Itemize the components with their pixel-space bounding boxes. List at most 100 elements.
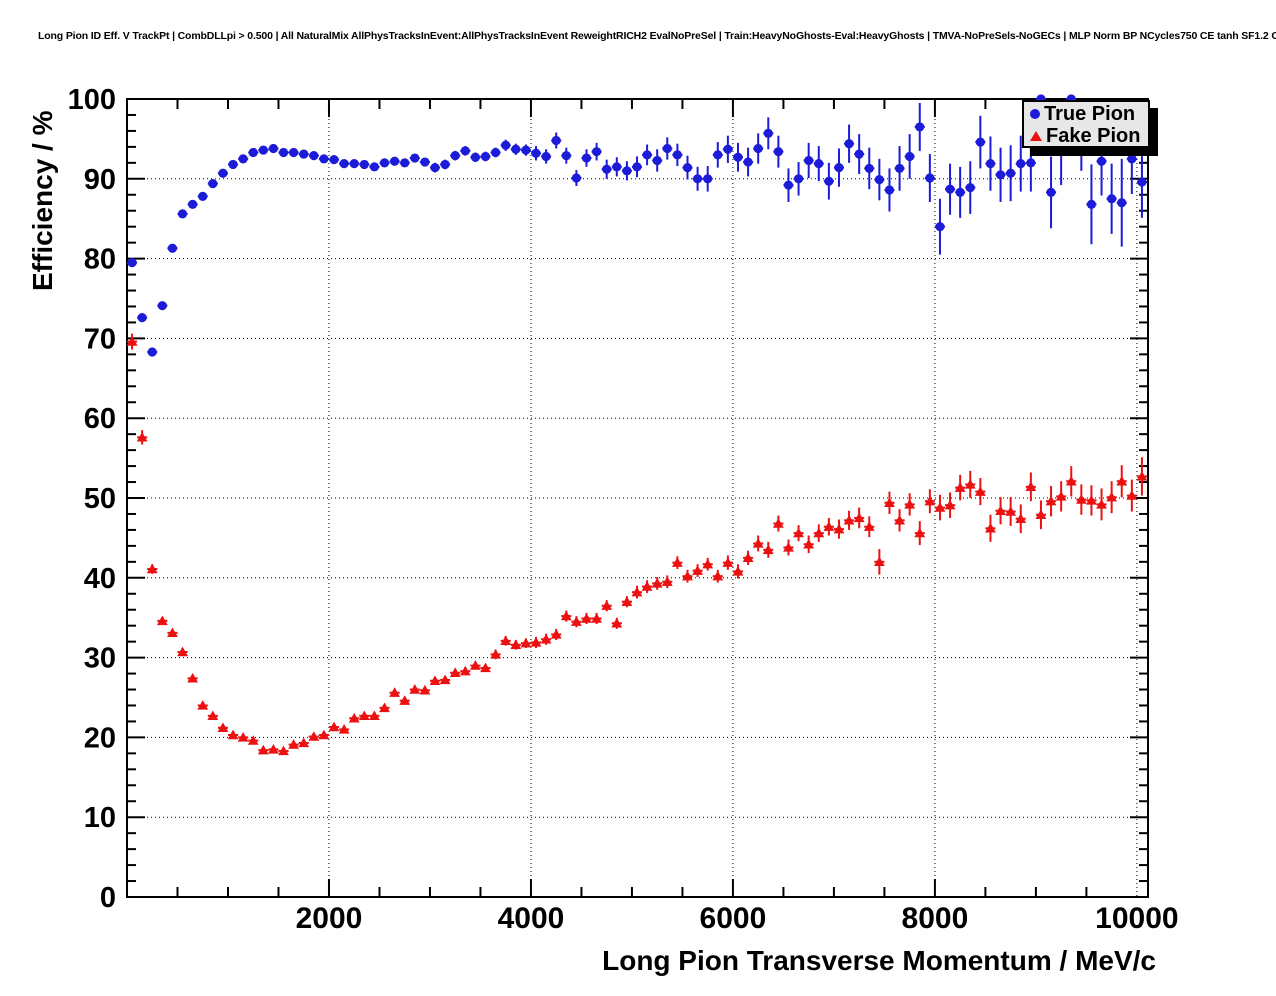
- series-fake-pion-marker: [247, 735, 259, 745]
- series-fake-pion-marker: [227, 729, 239, 740]
- x-axis-title: Long Pion Transverse Momentum / MeV/c: [602, 945, 1156, 976]
- series-fake-pion-marker: [1096, 498, 1107, 509]
- series-fake-pion-marker: [470, 660, 481, 670]
- series-true-pion-marker: [198, 191, 208, 201]
- series-fake-pion-marker: [399, 695, 411, 705]
- series-true-pion-marker: [551, 135, 561, 146]
- series-true-pion-marker: [268, 143, 279, 154]
- series-true-pion-marker: [965, 182, 975, 193]
- series-true-pion-marker: [470, 152, 481, 162]
- y-tick-label: 40: [84, 563, 116, 595]
- series-fake-pion-marker: [268, 743, 279, 754]
- series-fake-pion-marker: [1045, 495, 1057, 506]
- series-true-pion-marker: [188, 199, 198, 209]
- series-true-pion-marker: [602, 164, 612, 174]
- series-true-pion-marker: [672, 150, 682, 160]
- series-fake-pion-marker: [661, 576, 673, 586]
- series-true-pion-marker: [319, 154, 329, 164]
- series-fake-pion-marker: [722, 557, 734, 567]
- series-true-pion-marker: [1107, 194, 1117, 204]
- series-fake-pion-marker: [1136, 471, 1148, 481]
- series-fake-pion-marker: [1116, 475, 1128, 486]
- series-true-pion-marker: [400, 158, 410, 168]
- true-pion-marker-icon: [1030, 109, 1040, 119]
- series-fake-pion-marker: [520, 637, 532, 648]
- series-true-pion-marker: [208, 178, 218, 189]
- series-true-pion-marker: [703, 174, 713, 184]
- series-true-pion-marker: [147, 347, 157, 357]
- series-fake-pion-marker: [187, 672, 199, 683]
- series-fake-pion-marker: [783, 542, 794, 552]
- series-fake-pion-marker: [1126, 490, 1138, 500]
- series-true-pion-marker: [824, 176, 834, 186]
- legend-item-fake-pion: Fake Pion: [1030, 125, 1148, 147]
- series-true-pion-marker: [804, 155, 814, 166]
- plot-title: Long Pion ID Eff. V TrackPt | CombDLLpi …: [38, 30, 1276, 42]
- series-true-pion-marker: [632, 162, 642, 172]
- series-true-pion-marker: [662, 143, 672, 154]
- series-true-pion-marker: [985, 159, 996, 169]
- series-fake-pion-marker: [197, 700, 209, 710]
- series-fake-pion-marker: [732, 566, 744, 576]
- series-fake-pion-marker: [126, 336, 138, 346]
- series-true-pion-marker: [390, 156, 400, 166]
- series-true-pion-marker: [1137, 177, 1147, 187]
- series-fake-pion-marker: [177, 646, 188, 657]
- series-fake-pion-marker: [692, 565, 703, 575]
- series-true-pion-marker: [501, 140, 511, 150]
- series-fake-pion-marker: [257, 744, 269, 755]
- series-fake-pion-marker: [894, 514, 905, 525]
- series-true-pion-marker: [289, 147, 299, 158]
- series-true-pion-marker: [460, 146, 470, 156]
- series-true-pion-marker: [622, 166, 632, 176]
- series-fake-pion-marker: [1065, 475, 1077, 486]
- legend-item-label: Fake Pion: [1046, 124, 1141, 147]
- series-true-pion-marker: [531, 148, 541, 158]
- series-true-pion-marker: [733, 152, 743, 162]
- series-fake-pion-marker: [136, 431, 148, 442]
- series-fake-pion-marker: [823, 521, 835, 531]
- series-true-pion-marker: [511, 144, 521, 154]
- series-true-pion-marker: [884, 185, 895, 195]
- series-fake-pion-marker: [621, 596, 633, 606]
- series-fake-pion-marker: [348, 712, 360, 723]
- y-tick-label: 90: [84, 164, 116, 196]
- series-fake-pion-marker: [641, 581, 653, 591]
- series-true-pion-marker: [753, 143, 763, 154]
- series-true-pion-marker: [218, 168, 228, 178]
- series-fake-pion-marker: [651, 577, 663, 588]
- series-true-pion-marker: [743, 157, 753, 167]
- series-true-pion-marker: [1006, 168, 1016, 178]
- series-true-pion-marker: [894, 163, 905, 174]
- series-fake-pion-marker: [409, 684, 421, 694]
- series-true-pion-marker: [339, 159, 349, 169]
- series-fake-pion-marker: [1086, 494, 1097, 505]
- y-tick-label: 80: [84, 244, 116, 276]
- series-true-pion-marker: [773, 147, 783, 157]
- series-fake-pion-marker: [671, 557, 683, 567]
- series-true-pion-marker: [642, 150, 652, 160]
- series-fake-pion-marker: [419, 684, 431, 695]
- series-fake-pion-marker: [863, 521, 875, 531]
- series-fake-pion-marker: [308, 731, 320, 741]
- series-fake-pion-marker: [793, 527, 804, 538]
- legend-item-label: True Pion: [1044, 102, 1136, 125]
- x-tick-label: 8000: [902, 902, 969, 935]
- series-fake-pion-marker: [278, 745, 289, 756]
- series-fake-pion-marker: [328, 721, 340, 732]
- y-axis-title: Efficiency / %: [27, 110, 58, 291]
- series-fake-pion-marker: [742, 552, 754, 563]
- series-fake-pion-marker: [591, 613, 602, 623]
- y-tick-label: 70: [84, 323, 116, 355]
- series-fake-pion-marker: [631, 586, 643, 597]
- plot-frame: [126, 98, 1149, 898]
- series-true-pion-marker: [995, 170, 1006, 180]
- series-true-pion-marker: [238, 154, 248, 164]
- series-fake-pion-marker: [459, 665, 471, 676]
- series-fake-pion-marker: [146, 563, 158, 574]
- series-fake-pion-marker: [1005, 506, 1017, 516]
- series-true-pion-marker: [945, 184, 955, 194]
- series-true-pion-marker: [480, 151, 491, 162]
- series-true-pion-marker: [612, 162, 622, 172]
- series-true-pion-marker: [379, 158, 390, 168]
